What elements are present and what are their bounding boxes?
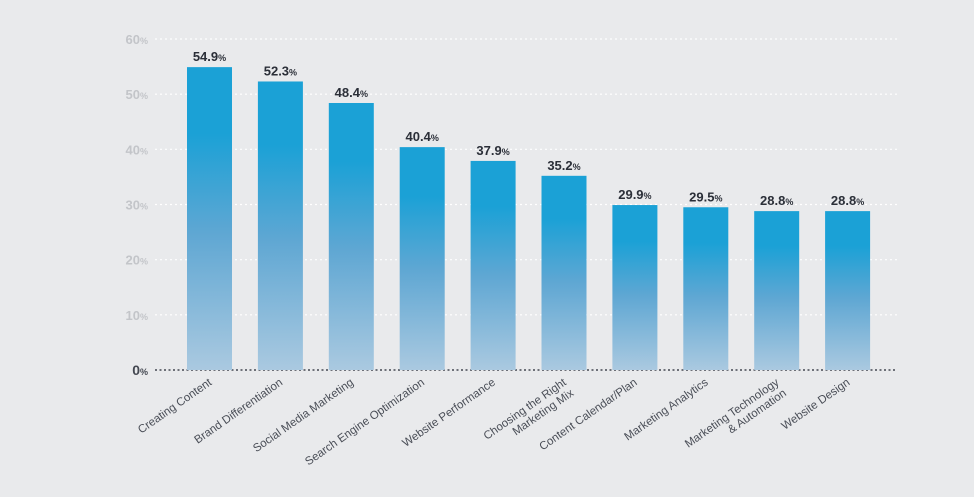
category-label: Creating Content — [136, 376, 215, 436]
bar-value-label: 48.4% — [335, 85, 368, 100]
bar-value-label: 54.9% — [193, 49, 226, 64]
bars — [187, 67, 871, 370]
bar-value-label: 28.8% — [760, 193, 793, 208]
y-axis-ticks: 0% 10% 20% 30% 40% 50% 60% — [126, 32, 148, 378]
bar-value-label: 35.2% — [547, 158, 580, 173]
bar-value-label: 29.9% — [618, 187, 651, 202]
bar — [683, 207, 729, 370]
bar — [470, 160, 516, 370]
bar-value-label: 37.9% — [476, 143, 509, 158]
y-tick-label: 30% — [126, 198, 148, 213]
bar-value-label: 29.5% — [689, 189, 722, 204]
bar — [257, 81, 303, 370]
bar — [541, 175, 587, 370]
y-tick-label: 60% — [126, 32, 148, 47]
bar — [328, 102, 374, 370]
bar-value-label: 52.3% — [264, 63, 297, 78]
bar-value-label: 28.8% — [831, 193, 864, 208]
category-label: Website Design — [780, 377, 853, 433]
bar-value-label: 40.4% — [406, 129, 439, 144]
bar — [399, 147, 445, 370]
bar — [187, 67, 232, 370]
y-tick-label: 40% — [126, 142, 148, 157]
bar — [754, 211, 800, 370]
y-tick-label: 50% — [126, 87, 148, 102]
value-labels: 54.9% 52.3% 48.4% 40.4% 37.9% 35.2% 29.9% 29.5%… — [193, 49, 864, 208]
bar — [825, 211, 871, 370]
y-tick-label: 0% — [132, 362, 148, 378]
category-label: Search Engine Optimization — [303, 377, 427, 469]
y-tick-label: 20% — [126, 253, 148, 268]
bar — [612, 205, 658, 370]
y-tick-label: 10% — [126, 308, 148, 323]
